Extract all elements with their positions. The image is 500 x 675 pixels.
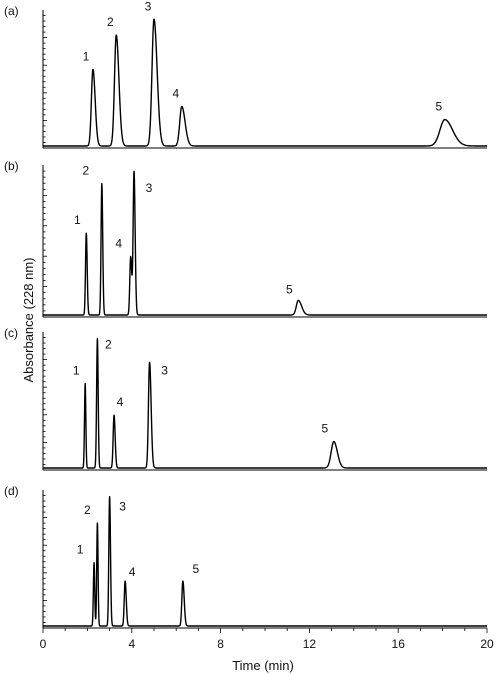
panel-label: (b) xyxy=(4,159,19,173)
x-axis-label: Time (min) xyxy=(232,658,294,673)
panels-layer: (a) 1 2 3 4 5 (b) 1 2 4 3 5 (c) 1 2 4 3 5 (d) 1 2 3 4 5 xyxy=(4,0,488,629)
x-tick-label: 16 xyxy=(392,637,406,651)
peak-label: 4 xyxy=(172,86,179,100)
peak-label: 5 xyxy=(193,562,200,576)
peak-label: 4 xyxy=(115,237,122,251)
x-tick-label: 12 xyxy=(303,637,317,651)
chromatogram-trace xyxy=(42,495,488,627)
chromatogram-trace xyxy=(42,337,488,469)
chromatogram-panel: (b) 1 2 4 3 5 xyxy=(4,159,488,318)
peak-label: 5 xyxy=(286,282,293,296)
x-tick-label: 4 xyxy=(128,637,135,651)
peak-label: 3 xyxy=(145,0,152,13)
chromatogram-panel: (d) 1 2 3 4 5 xyxy=(4,484,488,629)
peak-label: 3 xyxy=(146,181,153,195)
peak-label: 4 xyxy=(129,565,136,579)
panel-label: (a) xyxy=(4,4,19,18)
peak-label: 4 xyxy=(117,395,124,409)
chromatogram-panel: (a) 1 2 3 4 5 xyxy=(4,0,488,149)
chromatogram-trace xyxy=(42,170,488,316)
x-tick-label: 0 xyxy=(40,637,47,651)
x-tick-label: 20 xyxy=(480,637,494,651)
peak-label: 5 xyxy=(321,422,328,436)
peak-label: 1 xyxy=(77,543,84,557)
chromatogram-panel: (c) 1 2 4 3 5 xyxy=(4,326,488,471)
peak-label: 1 xyxy=(73,364,80,378)
x-tick-label: 8 xyxy=(217,637,224,651)
peak-label: 1 xyxy=(83,49,90,63)
panel-label: (c) xyxy=(4,326,18,340)
peak-label: 5 xyxy=(435,100,442,114)
peak-label: 3 xyxy=(161,363,168,377)
chromatogram-trace xyxy=(42,18,488,147)
peak-label: 2 xyxy=(107,15,114,29)
x-ticks-layer: 0 4 8 12 16 20 xyxy=(40,628,494,651)
peak-label: 1 xyxy=(74,213,81,227)
peak-label: 3 xyxy=(119,500,126,514)
y-axis-label: Absorbance (228 nm) xyxy=(21,257,36,382)
panel-label: (d) xyxy=(4,484,19,498)
peak-label: 2 xyxy=(105,338,112,352)
peak-label: 2 xyxy=(82,164,89,178)
peak-label: 2 xyxy=(84,503,91,517)
